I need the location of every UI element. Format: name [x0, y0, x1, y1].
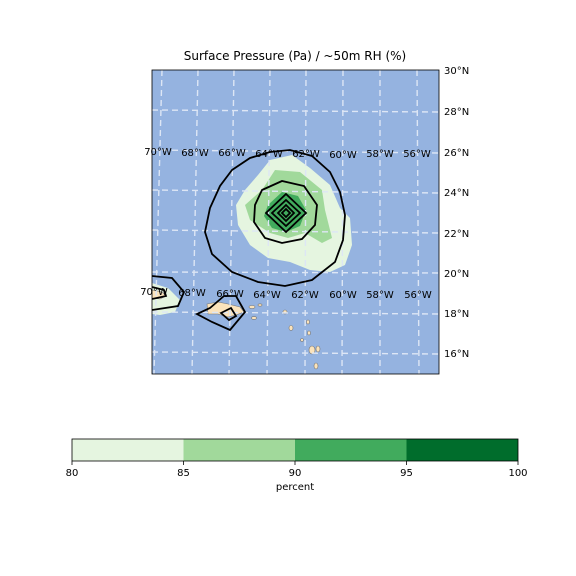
longitude-labels-upper: 70°W 68°W 66°W 64°W 62°W 60°W 58°W 56°W [144, 147, 431, 161]
lon-label: 68°W [181, 148, 209, 159]
pressure-contours [152, 149, 346, 332]
colorbar-ticks [71, 461, 519, 465]
lon-label: 56°W [404, 290, 432, 301]
lon-label: 58°W [366, 290, 394, 301]
colorbar-tick-label: 95 [400, 468, 413, 479]
plot-title: Surface Pressure (Pa) / ~50m RH (%) [184, 49, 406, 63]
lon-label: 62°W [292, 149, 320, 160]
colorbar-tick-label: 80 [66, 468, 79, 479]
lon-label: 56°W [403, 149, 431, 160]
colorbar: 80 85 90 95 100 percent [66, 438, 528, 493]
lat-label: 28°N [444, 107, 469, 118]
lon-label: 68°W [178, 288, 206, 299]
lon-label: 66°W [218, 148, 246, 159]
lon-label: 70°W [140, 287, 168, 298]
lon-label: 66°W [216, 289, 244, 300]
map-frame [151, 69, 440, 375]
colorbar-segment [295, 439, 407, 461]
colorbar-tick-label: 90 [289, 468, 302, 479]
colorbar-tick-label: 100 [508, 468, 527, 479]
lat-label: 22°N [444, 229, 469, 240]
lon-label: 70°W [144, 147, 172, 158]
lon-label: 58°W [366, 149, 394, 160]
lon-label: 64°W [253, 290, 281, 301]
longitude-labels-lower: 70°W 68°W 66°W 64°W 62°W 60°W 58°W 56°W [140, 287, 432, 301]
pressure-contour-3 [264, 192, 308, 234]
latitude-labels: 30°N 28°N 26°N 24°N 22°N 20°N 18°N 16°N [444, 66, 469, 360]
lat-label: 18°N [444, 309, 469, 320]
lon-label: 64°W [255, 149, 283, 160]
colorbar-segment [183, 439, 295, 461]
pressure-contour-6 [280, 207, 292, 219]
lat-label: 24°N [444, 188, 469, 199]
pressure-contour-2 [253, 180, 318, 244]
pressure-contour-hispaniola [194, 295, 247, 332]
colorbar-tick-label: 85 [177, 468, 190, 479]
lon-label: 62°W [291, 290, 319, 301]
colorbar-label: percent [276, 482, 314, 493]
lat-label: 20°N [444, 269, 469, 280]
lat-label: 26°N [444, 148, 469, 159]
lon-label: 60°W [329, 290, 357, 301]
lat-label: 30°N [444, 66, 469, 77]
pressure-contour-west-b [152, 286, 168, 300]
pressure-contour-outer [204, 149, 346, 287]
pressure-contour-5 [276, 203, 296, 223]
pressure-contour-4 [270, 198, 302, 228]
map-area [152, 70, 439, 374]
lon-label: 60°W [329, 150, 357, 161]
pressure-contour-west-a [152, 275, 186, 311]
colorbar-segment [406, 439, 518, 461]
colorbar-segment [72, 439, 184, 461]
pressure-contour-hispaniola-inner [219, 306, 238, 322]
lat-label: 16°N [444, 349, 469, 360]
